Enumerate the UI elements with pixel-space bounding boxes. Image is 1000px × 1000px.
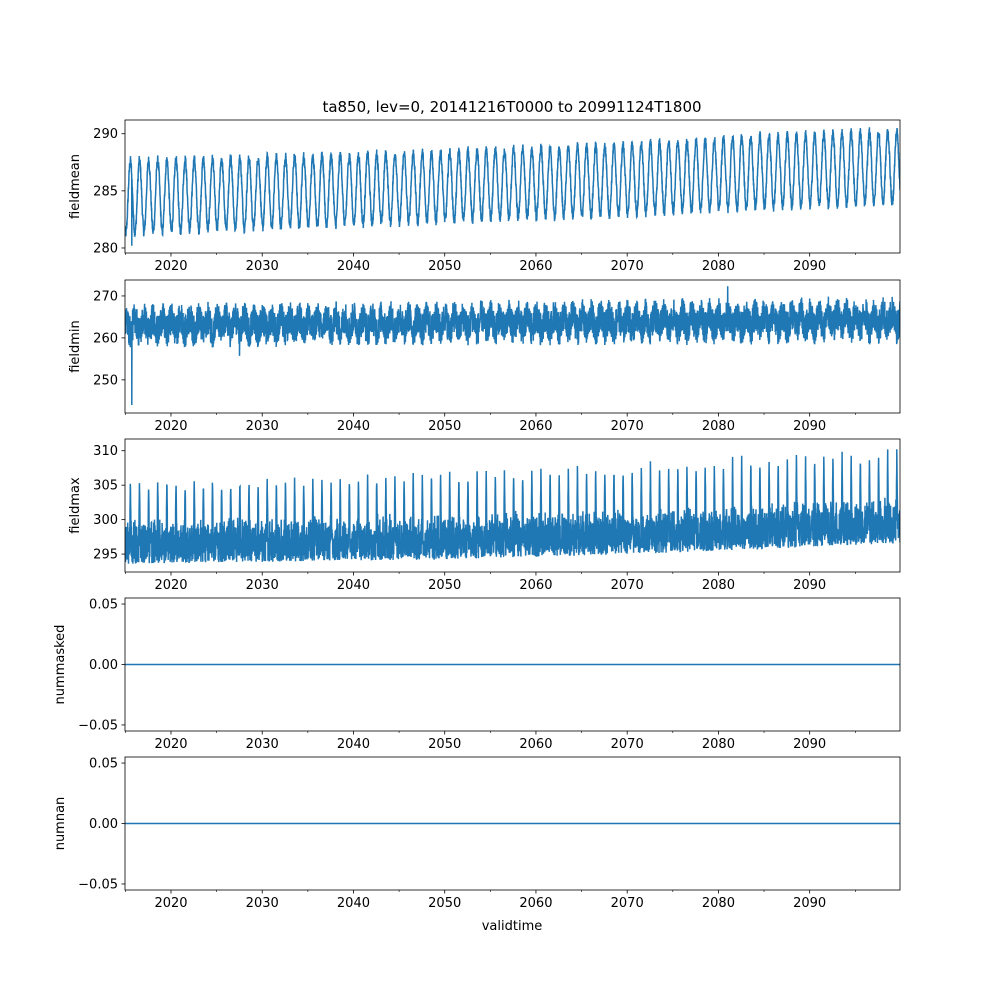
x-tick-label: 2090 (793, 737, 826, 752)
x-tick-label: 2040 (337, 578, 370, 593)
y-tick-label: 0.05 (89, 598, 118, 613)
panel-fieldmax: 295 300 305 310 fieldmax 2020 2030 2040 2050 2060… (68, 438, 901, 593)
fieldmean-series-line (125, 127, 900, 246)
x-tick-label: 2080 (702, 578, 735, 593)
x-tick-label: 2050 (428, 259, 461, 274)
y-tick-label: 290 (93, 127, 118, 142)
fieldmax-series-line (125, 449, 900, 564)
x-tick-label: 2060 (519, 737, 552, 752)
y-tick-label: 270 (93, 289, 118, 304)
y-axis-label: fieldmin (68, 320, 83, 373)
x-tick-label: 2090 (793, 896, 826, 911)
y-tick-label: −0.05 (78, 877, 118, 892)
y-tick-label: 0.05 (89, 757, 118, 772)
panel-nummasked: −0.05 0.00 0.05 nummasked 2020 2030 2040 2050 20… (53, 598, 901, 752)
x-tick-label: 2060 (519, 259, 552, 274)
x-tick-label: 2050 (428, 578, 461, 593)
panel-numnan: −0.05 0.00 0.05 numnan 2020 2030 2040 2050 2060 2… (53, 757, 901, 911)
x-tick-label: 2040 (337, 419, 370, 434)
x-tick-label: 2030 (246, 259, 279, 274)
x-tick-label: 2020 (154, 896, 187, 911)
x-tick-label: 2070 (611, 419, 644, 434)
y-tick-label: 260 (93, 331, 118, 346)
x-tick-label: 2040 (337, 896, 370, 911)
x-tick-label: 2090 (793, 578, 826, 593)
y-tick-label: 0.00 (89, 658, 118, 673)
x-tick-label: 2030 (246, 896, 279, 911)
y-tick-label: −0.05 (78, 718, 118, 733)
panel-fieldmin: 250 260 270 fieldmin 2020 2030 2040 2050 2060 207… (68, 279, 901, 434)
x-tick-label: 2050 (428, 896, 461, 911)
x-tick-label: 2040 (337, 259, 370, 274)
x-tick-label: 2030 (246, 419, 279, 434)
y-axis-label: fieldmean (68, 154, 83, 219)
axes-frame (124, 279, 901, 414)
x-tick-label: 2040 (337, 737, 370, 752)
x-tick-label: 2060 (519, 896, 552, 911)
x-tick-label: 2070 (611, 896, 644, 911)
x-tick-label: 2090 (793, 259, 826, 274)
y-axis-label: numnan (53, 797, 68, 851)
x-tick-label: 2060 (519, 419, 552, 434)
y-axis-label: fieldmax (68, 477, 83, 534)
x-axis-label: validtime (482, 919, 543, 934)
y-tick-label: 0.00 (89, 817, 118, 832)
x-tick-label: 2080 (702, 737, 735, 752)
y-tick-label: 310 (93, 444, 118, 459)
x-tick-label: 2030 (246, 737, 279, 752)
x-tick-label: 2050 (428, 419, 461, 434)
x-tick-label: 2060 (519, 578, 552, 593)
y-tick-label: 300 (93, 513, 118, 528)
x-tick-label: 2080 (702, 259, 735, 274)
y-tick-label: 295 (93, 548, 118, 563)
y-tick-label: 250 (93, 373, 118, 388)
panel-fieldmean: 280 285 290 fieldmean 2020 2030 2040 2050 2060 20… (68, 119, 901, 274)
axes-frame (124, 119, 901, 254)
x-tick-label: 2020 (154, 419, 187, 434)
y-tick-label: 280 (93, 241, 118, 256)
x-tick-label: 2030 (246, 578, 279, 593)
x-tick-label: 2080 (702, 896, 735, 911)
y-axis-label: nummasked (53, 625, 68, 705)
x-tick-label: 2080 (702, 419, 735, 434)
y-tick-label: 305 (93, 479, 118, 494)
x-tick-label: 2020 (154, 259, 187, 274)
x-tick-label: 2020 (154, 737, 187, 752)
x-tick-label: 2070 (611, 259, 644, 274)
x-tick-label: 2050 (428, 737, 461, 752)
x-tick-label: 2070 (611, 578, 644, 593)
x-tick-label: 2070 (611, 737, 644, 752)
fieldmin-series-line (125, 286, 900, 406)
chart-title: ta850, lev=0, 20141216T0000 to 20991124T… (322, 98, 701, 116)
x-tick-label: 2090 (793, 419, 826, 434)
axes-frame (124, 438, 901, 573)
y-tick-label: 285 (93, 184, 118, 199)
x-tick-label: 2020 (154, 578, 187, 593)
